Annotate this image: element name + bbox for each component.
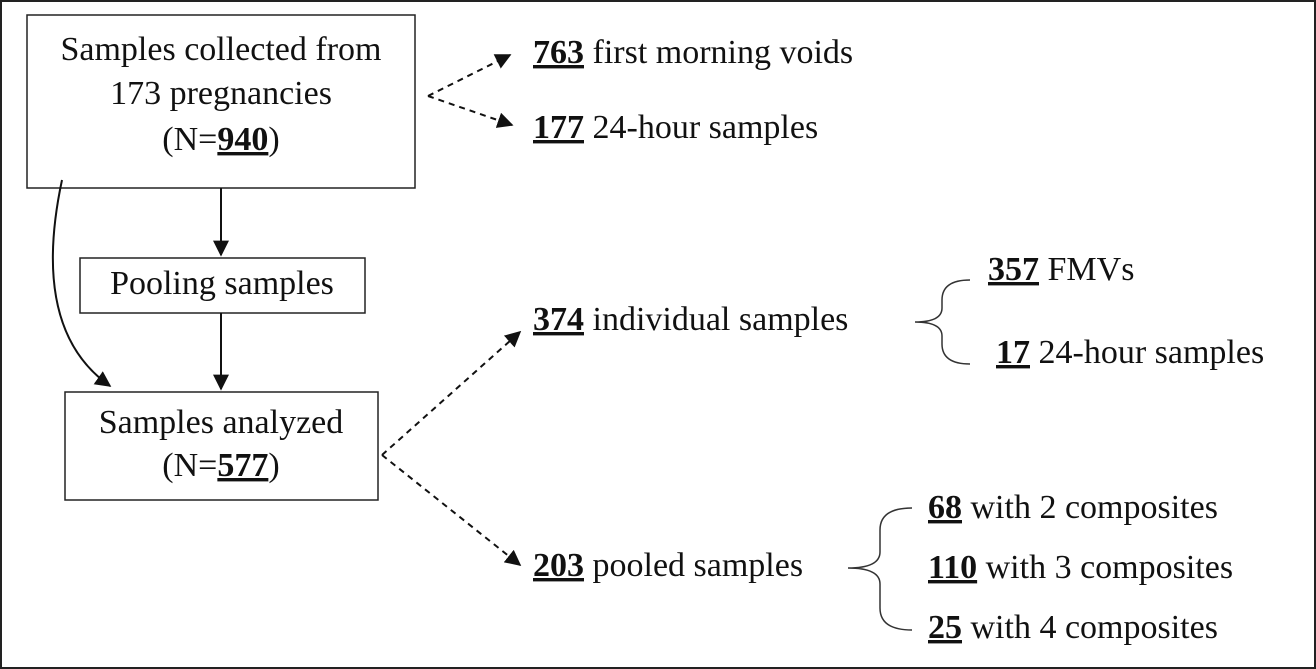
branch: 177 24-hour samples — [533, 109, 818, 146]
count: 940 — [217, 121, 268, 158]
box-pooling — [79, 257, 366, 314]
count: 577 — [217, 447, 268, 484]
node-count: (N=577) — [162, 447, 279, 484]
branch: 25 with 4 composites — [928, 609, 1218, 646]
box-collected — [26, 14, 416, 189]
label: FMVs — [1048, 251, 1135, 288]
dashed-arrow — [381, 454, 522, 566]
count: 203 — [533, 547, 584, 584]
label: with 2 composites — [971, 489, 1218, 526]
count: 763 — [533, 34, 584, 71]
count: 68 — [928, 489, 962, 526]
dashed-arrow — [427, 54, 512, 97]
suffix: ) — [268, 447, 279, 484]
count: 17 — [996, 334, 1030, 371]
brace — [914, 279, 971, 365]
branch: 203 pooled samples — [533, 547, 803, 584]
node-count: (N=940) — [162, 121, 279, 158]
node-line: Samples collected from — [60, 31, 381, 68]
node-line: 173 pregnancies — [110, 75, 332, 112]
count: 177 — [533, 109, 584, 146]
curved-arrow — [51, 179, 112, 387]
label: 24-hour samples — [593, 109, 819, 146]
dashed-arrow — [427, 95, 514, 128]
count: 374 — [533, 301, 584, 338]
label: 24-hour samples — [1039, 334, 1265, 371]
label: with 3 composites — [986, 549, 1233, 586]
suffix: ) — [268, 121, 279, 158]
node-line: Samples analyzed — [99, 404, 344, 441]
count: 357 — [988, 251, 1039, 288]
label: first morning voids — [593, 34, 854, 71]
branch: 68 with 2 composites — [928, 489, 1218, 526]
label: pooled samples — [593, 547, 804, 584]
branch: 357 FMVs — [988, 251, 1134, 288]
prefix: (N= — [162, 121, 217, 158]
label: individual samples — [593, 301, 849, 338]
box-analyzed — [64, 391, 379, 501]
branch: 374 individual samples — [533, 301, 848, 338]
brace — [847, 507, 913, 631]
branch: 17 24-hour samples — [996, 334, 1264, 371]
dashed-arrow — [381, 330, 522, 456]
count: 110 — [928, 549, 977, 586]
prefix: (N= — [162, 447, 217, 484]
count: 25 — [928, 609, 962, 646]
label: with 4 composites — [971, 609, 1218, 646]
branch: 763 first morning voids — [533, 34, 853, 71]
node-label: Pooling samples — [110, 265, 334, 302]
branch: 110 with 3 composites — [928, 549, 1233, 586]
